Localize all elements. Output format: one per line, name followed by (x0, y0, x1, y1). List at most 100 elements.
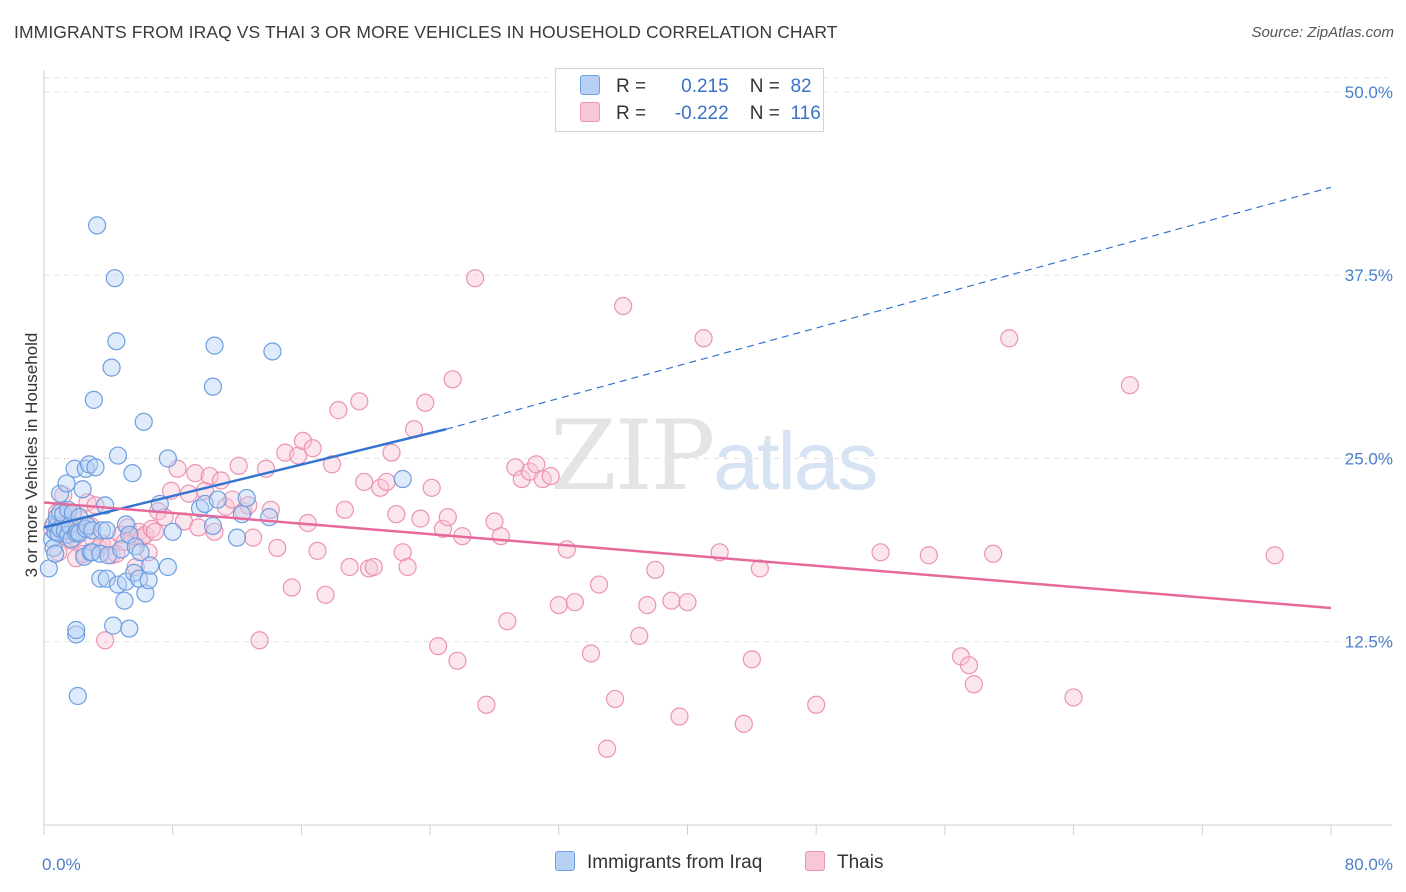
legend-thai-label: Thais (837, 852, 884, 873)
thai-point (316, 585, 335, 604)
thai-point (377, 472, 396, 492)
thai-point (303, 439, 322, 458)
thai-point (142, 519, 161, 538)
thai-point (96, 631, 115, 650)
thai-n-label: N = (749, 103, 780, 124)
iraq-point (91, 569, 110, 588)
iraq-point (131, 543, 150, 562)
thai-point (597, 739, 617, 758)
iraq-points (39, 216, 412, 706)
watermark-atlas: atlas (713, 416, 878, 507)
thai-point (429, 637, 448, 656)
thai-point (387, 505, 406, 524)
legend-iraq-label: Immigrants from Iraq (587, 852, 763, 873)
thai-point (438, 508, 457, 527)
thai-point (355, 472, 374, 492)
thai-point (443, 370, 462, 389)
stats-legend: R = 0.215 N = 82 R = -0.222 N = 116 (555, 68, 824, 132)
thai-point (678, 593, 697, 612)
thai-point (466, 269, 485, 288)
iraq-point (141, 556, 160, 575)
legend-item-iraq: Immigrants from Iraq (555, 851, 762, 874)
watermark: ZIPatlas (550, 400, 878, 512)
thai-point (549, 595, 568, 615)
iraq-point (158, 449, 177, 468)
thai-point (186, 464, 205, 483)
thai-point (742, 650, 761, 669)
iraq-point (68, 686, 87, 706)
iraq-point (123, 464, 142, 483)
thai-point (557, 540, 576, 559)
thai-trend-line (43, 501, 1332, 610)
legend-row-iraq: R = 0.215 N = 82 (580, 75, 812, 99)
axes (43, 70, 1392, 835)
iraq-point (393, 469, 412, 489)
iraq-n-label: N = (749, 76, 780, 97)
iraq-point (120, 525, 139, 544)
thai-point (984, 544, 1003, 563)
iraq-trend-extension (446, 186, 1332, 430)
thai-point (477, 695, 496, 714)
thai-point (364, 557, 383, 577)
y-tick-label: 12.5% (1345, 633, 1393, 652)
thai-point (393, 543, 412, 562)
iraq-n-value: 82 (790, 76, 812, 97)
thai-point (268, 538, 287, 558)
y-axis-label: 3 or more Vehicles in Household (22, 333, 41, 578)
x-tick-label: 80.0% (1345, 855, 1393, 874)
y-tick-label: 37.5% (1345, 266, 1393, 285)
thai-point (1064, 688, 1083, 707)
thai-point (871, 543, 890, 562)
thai-point (340, 557, 359, 577)
x-tick-label: 0.0% (42, 855, 81, 874)
thai-point (416, 393, 435, 412)
thai-point (335, 500, 354, 519)
thai-points (42, 269, 1284, 758)
tick-labels: 12.5% 25.0% 37.5% 50.0% 0.0% 80.0% (42, 83, 1393, 874)
legend-row-thai: R = -0.222 N = 116 (580, 102, 821, 126)
thai-n-value: 116 (790, 103, 821, 124)
iraq-point (102, 358, 121, 377)
thai-point (589, 575, 609, 594)
thai-point (606, 689, 625, 709)
thai-point (308, 541, 327, 560)
iraq-point (120, 619, 139, 638)
thai-point (350, 392, 369, 411)
iraq-point (97, 569, 116, 588)
iraq-point (73, 480, 92, 499)
thai-point (694, 329, 713, 348)
iraq-r-value: 0.215 (681, 76, 729, 97)
iraq-point (107, 332, 126, 351)
iraq-point (116, 515, 136, 534)
iraq-r-label: R = (616, 76, 647, 97)
y-tick-label: 50.0% (1345, 83, 1393, 102)
iraq-point (84, 390, 103, 409)
iraq-point (50, 484, 70, 503)
thai-r-value: -0.222 (674, 103, 729, 124)
thai-point (646, 560, 665, 580)
iraq-point (108, 446, 128, 465)
source-credit: Source: ZipAtlas.com (1251, 24, 1394, 41)
iraq-point (115, 591, 134, 610)
thai-point (1120, 376, 1140, 395)
thai-r-label: R = (616, 103, 647, 124)
thai-point (506, 458, 525, 477)
iraq-point (134, 412, 153, 431)
iraq-point (67, 625, 86, 644)
thai-point (329, 401, 348, 420)
thai-point (638, 595, 657, 615)
thai-point (498, 612, 517, 631)
thai-point (250, 631, 269, 650)
iraq-point (87, 216, 107, 235)
thai-point (223, 490, 242, 509)
iraq-point (83, 521, 102, 540)
thai-point (807, 695, 826, 714)
thai-point (398, 557, 417, 577)
legend-iraq-swatch (555, 851, 575, 871)
thai-point (662, 591, 681, 610)
thai-point (734, 714, 753, 733)
thai-point (145, 522, 165, 541)
thai-point (1265, 546, 1284, 565)
thai-point (491, 527, 510, 546)
iraq-point (104, 616, 123, 635)
